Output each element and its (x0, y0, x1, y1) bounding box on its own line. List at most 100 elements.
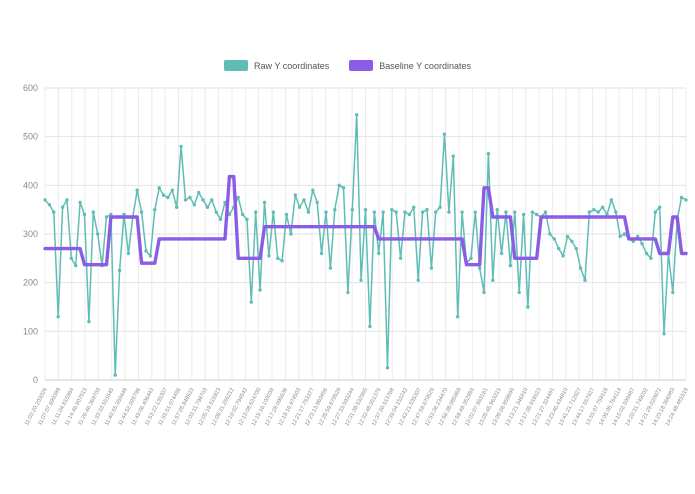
raw-series-marker[interactable] (324, 210, 328, 214)
raw-series-marker[interactable] (592, 208, 596, 212)
raw-series-marker[interactable] (192, 203, 196, 207)
raw-series-marker[interactable] (495, 208, 499, 212)
raw-series-marker[interactable] (557, 246, 561, 251)
raw-series-marker[interactable] (574, 246, 578, 251)
raw-series-marker[interactable] (117, 268, 122, 273)
raw-series-marker[interactable] (78, 200, 82, 205)
raw-series-marker[interactable] (104, 215, 109, 219)
raw-series-marker[interactable] (144, 249, 148, 253)
raw-series-marker[interactable] (614, 210, 618, 214)
raw-series-marker[interactable] (337, 183, 341, 187)
raw-series-marker[interactable] (451, 154, 455, 158)
raw-series-marker[interactable] (618, 234, 622, 239)
raw-series-marker[interactable] (596, 210, 600, 214)
raw-series-marker[interactable] (640, 242, 644, 246)
raw-series-marker[interactable] (644, 251, 649, 256)
raw-series-marker[interactable] (412, 205, 416, 209)
raw-series-marker[interactable] (526, 305, 530, 309)
raw-series-marker[interactable] (52, 210, 56, 214)
raw-series-marker[interactable] (570, 239, 574, 243)
raw-series-marker[interactable] (438, 205, 442, 209)
raw-series-marker[interactable] (478, 266, 482, 270)
raw-series-marker[interactable] (170, 188, 174, 192)
raw-series-marker[interactable] (218, 217, 223, 222)
raw-series-marker[interactable] (530, 210, 534, 214)
raw-series-marker[interactable] (214, 210, 218, 214)
raw-series-marker[interactable] (513, 210, 517, 214)
raw-series-marker[interactable] (148, 254, 153, 258)
raw-series-marker[interactable] (350, 208, 354, 212)
raw-series-marker[interactable] (262, 200, 267, 205)
raw-series-marker[interactable] (359, 278, 363, 282)
raw-series-marker[interactable] (166, 195, 170, 200)
raw-series-marker[interactable] (368, 324, 372, 329)
raw-series-marker[interactable] (280, 259, 284, 263)
raw-series-marker[interactable] (65, 198, 69, 202)
raw-series-marker[interactable] (267, 254, 271, 258)
raw-series-marker[interactable] (346, 290, 350, 295)
raw-series-marker[interactable] (684, 198, 688, 202)
raw-series-marker[interactable] (390, 208, 394, 212)
raw-series-marker[interactable] (456, 315, 460, 319)
raw-series-marker[interactable] (56, 315, 60, 319)
raw-series-marker[interactable] (139, 210, 144, 214)
raw-series-marker[interactable] (161, 193, 166, 197)
raw-series-marker[interactable] (47, 203, 52, 207)
raw-series-marker[interactable] (425, 208, 429, 212)
raw-series-marker[interactable] (341, 186, 346, 190)
raw-series-marker[interactable] (442, 132, 447, 136)
raw-series-marker[interactable] (306, 210, 311, 214)
raw-series-marker[interactable] (210, 198, 214, 202)
raw-series-marker[interactable] (311, 188, 315, 192)
raw-series-marker[interactable] (271, 210, 275, 214)
raw-series-marker[interactable] (482, 290, 486, 295)
raw-series-marker[interactable] (91, 210, 96, 214)
raw-series-marker[interactable] (188, 195, 192, 200)
raw-series-marker[interactable] (377, 251, 381, 256)
raw-series-marker[interactable] (293, 193, 297, 197)
raw-series-marker[interactable] (420, 210, 425, 214)
raw-series-marker[interactable] (183, 198, 188, 202)
raw-series-marker[interactable] (69, 256, 74, 260)
raw-series-marker[interactable] (302, 198, 306, 202)
raw-series-marker[interactable] (179, 144, 183, 149)
raw-series-marker[interactable] (43, 198, 47, 202)
raw-series-marker[interactable] (460, 210, 464, 214)
raw-series-marker[interactable] (434, 210, 438, 214)
raw-series-marker[interactable] (372, 210, 376, 214)
raw-series-marker[interactable] (583, 278, 587, 282)
raw-series-marker[interactable] (197, 190, 201, 195)
raw-series-marker[interactable] (82, 212, 87, 217)
raw-series-marker[interactable] (671, 290, 675, 295)
raw-series-marker[interactable] (227, 212, 232, 217)
raw-series-marker[interactable] (328, 266, 333, 270)
raw-series-marker[interactable] (543, 210, 548, 214)
raw-series-marker[interactable] (175, 205, 179, 209)
raw-series-marker[interactable] (315, 200, 319, 205)
raw-series-marker[interactable] (578, 266, 583, 270)
raw-series-marker[interactable] (333, 208, 337, 212)
raw-series-marker[interactable] (319, 251, 324, 256)
raw-series-marker[interactable] (394, 210, 398, 214)
raw-series-marker[interactable] (236, 195, 240, 200)
raw-series-marker[interactable] (205, 205, 210, 209)
raw-series-marker[interactable] (201, 198, 205, 202)
raw-series-marker[interactable] (398, 256, 403, 260)
raw-series-marker[interactable] (491, 278, 495, 282)
raw-series-marker[interactable] (407, 212, 412, 217)
raw-series-marker[interactable] (504, 210, 508, 214)
raw-series-marker[interactable] (548, 232, 552, 236)
raw-series-marker[interactable] (245, 217, 249, 222)
raw-series-marker[interactable] (600, 205, 605, 209)
legend-item-raw[interactable]: Raw Y coordinates (224, 60, 329, 71)
raw-series-marker[interactable] (355, 113, 359, 117)
raw-series-marker[interactable] (521, 212, 526, 217)
raw-series-marker[interactable] (381, 210, 385, 214)
raw-series-marker[interactable] (157, 186, 161, 190)
raw-series-marker[interactable] (135, 188, 139, 192)
raw-series-marker[interactable] (658, 205, 662, 209)
raw-series-marker[interactable] (276, 256, 280, 260)
raw-series-marker[interactable] (429, 266, 434, 270)
raw-series-marker[interactable] (486, 152, 491, 156)
raw-series-marker[interactable] (535, 212, 539, 217)
